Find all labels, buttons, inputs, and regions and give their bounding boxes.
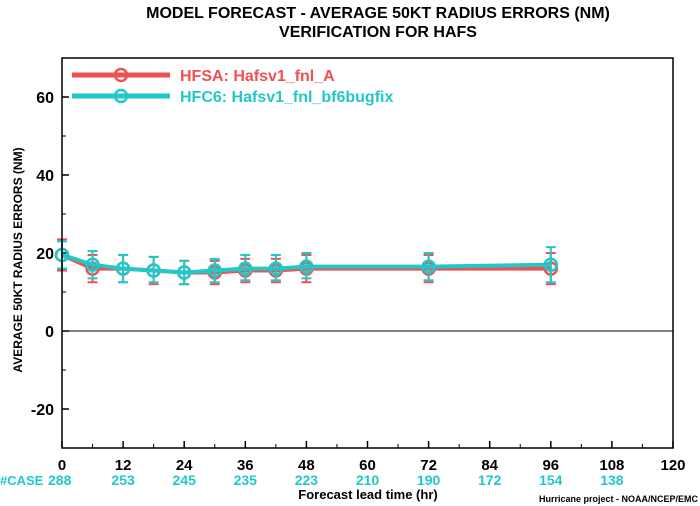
case-label: #CASE — [0, 473, 44, 488]
case-count: 190 — [417, 472, 441, 488]
case-count: 172 — [478, 472, 502, 488]
plot-frame — [61, 57, 674, 449]
x-tick-label: 108 — [599, 457, 624, 474]
chart-subtitle: VERIFICATION FOR HAFS — [279, 24, 477, 41]
data-point — [238, 261, 253, 276]
x-tick-label: 72 — [420, 457, 437, 474]
case-count: 235 — [234, 472, 258, 488]
y-tick-label: 20 — [36, 246, 54, 263]
y-axis-label: AVERAGE 50KT RADIUS ERRORS (NM) — [11, 147, 25, 372]
x-tick-label: 96 — [542, 457, 559, 474]
x-tick-label: 12 — [115, 457, 132, 474]
legend-marker-2 — [113, 88, 129, 104]
data-point — [421, 259, 436, 274]
x-tick-label: 0 — [58, 457, 66, 474]
legend-label-2: HFC6: Hafsv1_fnl_bf6bugfix — [180, 89, 393, 106]
x-tick-label: 36 — [237, 457, 254, 474]
x-tick-label: 48 — [298, 457, 315, 474]
plot-area: 0 12 24 36 48 60 72 84 96 108 120 -20 0 20 40 60 HFSA: H… — [31, 57, 686, 488]
data-point — [146, 263, 161, 278]
data-point — [543, 257, 559, 272]
legend-label-1: HFSA: Hafsv1_fnl_A — [180, 68, 335, 85]
case-count: 245 — [173, 472, 197, 488]
case-count: 210 — [356, 472, 380, 488]
case-count: 223 — [295, 472, 319, 488]
data-point — [299, 259, 314, 274]
case-count: 154 — [539, 472, 563, 488]
y-tick-label: 60 — [36, 90, 54, 107]
data-point — [268, 261, 284, 276]
credit-text: Hurricane project - NOAA/NCEP/EMC — [539, 494, 699, 504]
y-tick-label: -20 — [31, 402, 54, 419]
y-tick-label: 0 — [45, 324, 54, 341]
case-count: 253 — [111, 472, 135, 488]
x-tick-label: 60 — [359, 457, 376, 474]
case-count: 138 — [600, 472, 624, 488]
chart-title: MODEL FORECAST - AVERAGE 50KT RADIUS ERR… — [146, 5, 610, 22]
case-count: 288 — [48, 472, 72, 488]
legend-marker-1 — [113, 67, 129, 83]
data-point — [176, 265, 192, 280]
data-point — [115, 261, 131, 276]
y-tick-label: 40 — [36, 168, 54, 185]
data-point — [85, 257, 100, 272]
x-tick-label: 120 — [660, 457, 685, 474]
x-tick-label: 84 — [481, 457, 498, 474]
x-tick-label: 24 — [176, 457, 193, 474]
data-point — [207, 263, 222, 278]
x-axis-label: Forecast lead time (hr) — [298, 487, 437, 502]
